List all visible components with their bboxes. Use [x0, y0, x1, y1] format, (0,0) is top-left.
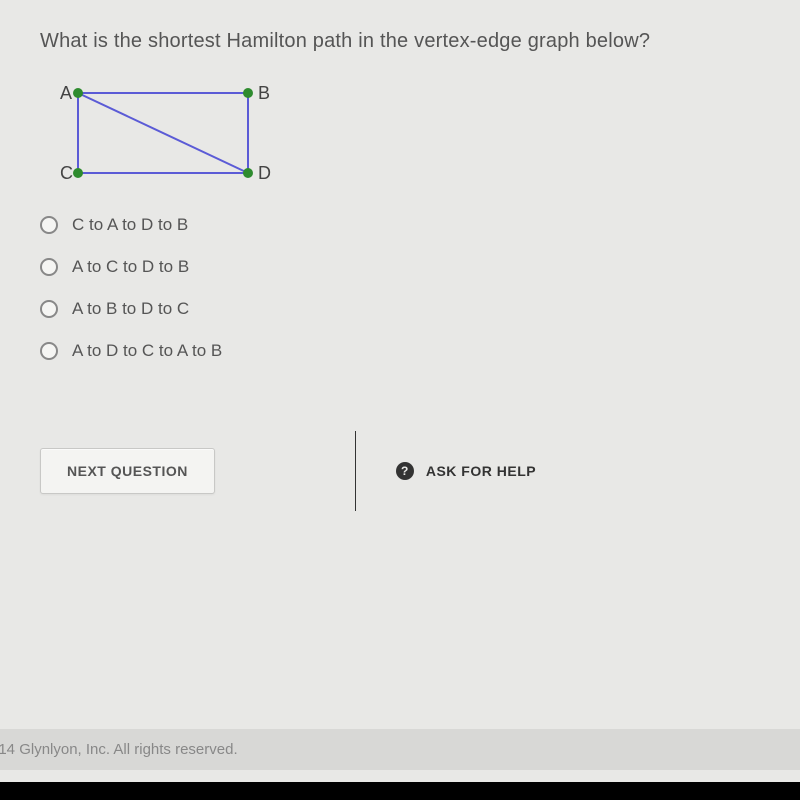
radio-icon	[40, 342, 58, 360]
graph-svg: A B C D	[48, 73, 278, 193]
answer-option-label: C to A to D to B	[72, 215, 188, 235]
graph-edge	[78, 93, 248, 173]
answer-options: C to A to D to B A to C to D to B A to B t…	[40, 215, 760, 361]
bottom-black-bar	[0, 782, 800, 800]
graph-node	[73, 168, 83, 178]
radio-icon	[40, 258, 58, 276]
answer-option-label: A to B to D to C	[72, 299, 189, 319]
answer-option[interactable]: A to C to D to B	[40, 257, 760, 277]
graph-node	[243, 88, 253, 98]
question-text: What is the shortest Hamilton path in th…	[40, 30, 760, 53]
graph-node	[243, 168, 253, 178]
help-icon: ?	[396, 462, 414, 480]
radio-icon	[40, 216, 58, 234]
graph-node-label: B	[258, 83, 270, 103]
action-row: NEXT QUESTION ? ASK FOR HELP	[40, 431, 760, 511]
graph-figure: A B C D	[48, 73, 760, 193]
help-label: ASK FOR HELP	[426, 463, 536, 479]
answer-option[interactable]: C to A to D to B	[40, 215, 760, 235]
quiz-screen: What is the shortest Hamilton path in th…	[0, 0, 800, 800]
graph-node-label: C	[60, 163, 73, 183]
answer-option[interactable]: A to D to C to A to B	[40, 341, 760, 361]
answer-option[interactable]: A to B to D to C	[40, 299, 760, 319]
answer-option-label: A to C to D to B	[72, 257, 189, 277]
answer-option-label: A to D to C to A to B	[72, 341, 222, 361]
copyright-footer: 014 Glynlyon, Inc. All rights reserved.	[0, 729, 800, 770]
graph-node	[73, 88, 83, 98]
content-area: What is the shortest Hamilton path in th…	[0, 0, 800, 511]
next-question-button[interactable]: NEXT QUESTION	[40, 448, 215, 494]
graph-node-label: D	[258, 163, 271, 183]
ask-for-help-button[interactable]: ? ASK FOR HELP	[396, 462, 536, 480]
graph-node-label: A	[60, 83, 72, 103]
radio-icon	[40, 300, 58, 318]
vertical-divider	[355, 431, 356, 511]
